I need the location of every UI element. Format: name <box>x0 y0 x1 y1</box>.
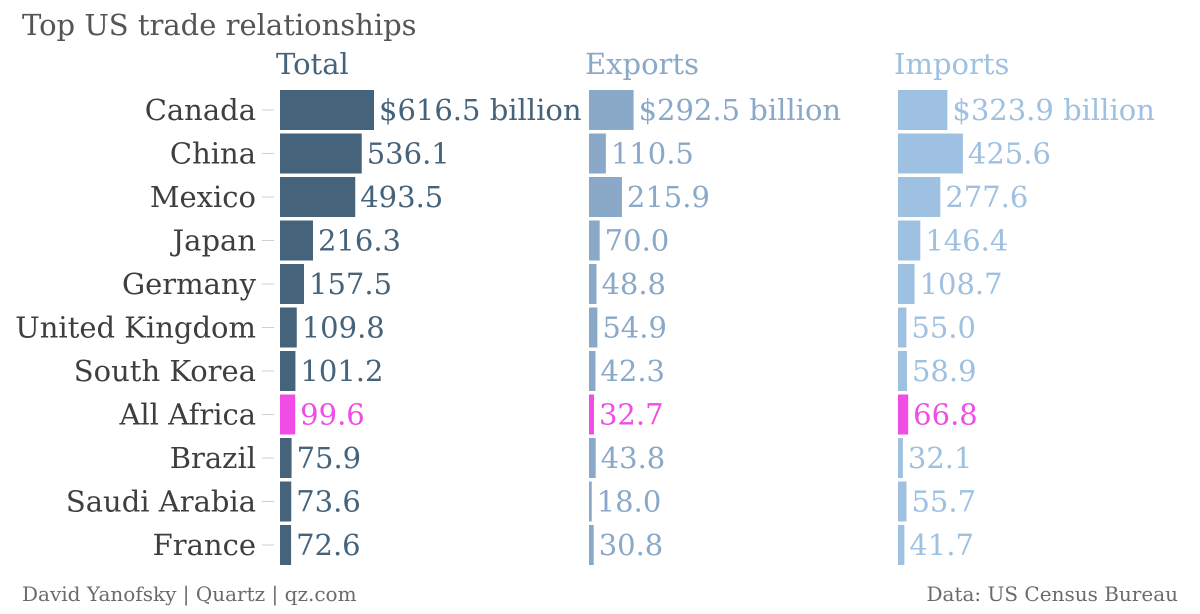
value-label-total-all-africa: 99.6 <box>300 398 365 432</box>
value-label-total-brazil: 75.9 <box>297 441 362 475</box>
category-label-south-korea: South Korea <box>74 354 256 388</box>
category-label-brazil: Brazil <box>170 441 256 475</box>
bar-total-all-africa <box>280 394 296 435</box>
value-label-total-germany: 157.5 <box>309 267 392 301</box>
bar-exports-china <box>589 133 606 174</box>
value-label-total-china: 536.1 <box>367 137 450 171</box>
bar-imports-china <box>898 133 963 174</box>
bar-imports-mexico <box>898 177 941 217</box>
bar-imports-germany <box>898 264 915 304</box>
chart-title: Top US trade relationships <box>22 8 417 42</box>
bar-total-germany <box>280 264 305 304</box>
value-label-exports-united-kingdom: 54.9 <box>602 311 667 345</box>
bar-exports-germany <box>589 264 597 304</box>
bar-total-united-kingdom <box>280 307 297 348</box>
value-label-total-canada: $616.5 billion <box>379 93 582 127</box>
value-label-imports-japan: 146.4 <box>925 224 1008 258</box>
bar-total-canada <box>280 90 374 130</box>
value-label-exports-canada: $292.5 billion <box>639 93 842 127</box>
panel-header-imports: Imports <box>894 47 1009 81</box>
value-label-exports-france: 30.8 <box>599 528 664 562</box>
credit-text: David Yanofsky | Quartz | qz.com <box>22 582 357 607</box>
value-label-imports-saudi-arabia: 55.7 <box>911 485 976 519</box>
bar-total-brazil <box>280 438 292 478</box>
bar-imports-saudi-arabia <box>898 481 907 522</box>
bar-total-china <box>280 133 362 174</box>
value-label-exports-south-korea: 42.3 <box>600 354 665 388</box>
plot-area: Total Exports Imports Canada China Mexico Japa… <box>15 47 1155 565</box>
bar-exports-all-africa <box>589 394 594 435</box>
value-label-exports-china: 110.5 <box>611 137 694 171</box>
value-label-exports-saudi-arabia: 18.0 <box>597 485 662 519</box>
value-label-exports-mexico: 215.9 <box>627 180 710 214</box>
panel-header-exports: Exports <box>585 47 699 81</box>
value-label-imports-all-africa: 66.8 <box>913 398 978 432</box>
bar-total-france <box>280 525 292 565</box>
value-label-exports-japan: 70.0 <box>605 224 670 258</box>
panel-header-total: Total <box>276 47 349 81</box>
bar-exports-united-kingdom <box>589 307 598 348</box>
bar-exports-saudi-arabia <box>589 481 592 522</box>
bar-exports-canada <box>589 90 634 130</box>
value-label-exports-all-africa: 32.7 <box>599 398 664 432</box>
value-label-imports-south-korea: 58.9 <box>912 354 977 388</box>
category-label-japan: Japan <box>170 224 256 258</box>
bar-total-japan <box>280 220 313 261</box>
bar-imports-united-kingdom <box>898 307 907 348</box>
value-label-total-south-korea: 101.2 <box>300 354 383 388</box>
bar-imports-brazil <box>898 438 903 478</box>
value-label-imports-france: 41.7 <box>909 528 974 562</box>
category-label-france: France <box>153 528 256 562</box>
bar-exports-brazil <box>589 438 596 478</box>
value-label-imports-germany: 108.7 <box>920 267 1003 301</box>
category-label-germany: Germany <box>122 267 257 301</box>
bar-exports-france <box>589 525 594 565</box>
value-label-exports-germany: 48.8 <box>601 267 666 301</box>
category-label-united-kingdom: United Kingdom <box>15 311 256 345</box>
value-label-imports-canada: $323.9 billion <box>952 93 1155 127</box>
bar-imports-japan <box>898 220 921 261</box>
bar-imports-canada <box>898 90 948 130</box>
category-label-all-africa: All Africa <box>118 398 256 432</box>
bar-exports-mexico <box>589 177 622 217</box>
category-label-saudi-arabia: Saudi Arabia <box>66 485 256 519</box>
value-label-imports-united-kingdom: 55.0 <box>911 311 976 345</box>
value-label-exports-brazil: 43.8 <box>601 441 666 475</box>
value-label-total-saudi-arabia: 73.6 <box>296 485 361 519</box>
value-label-total-japan: 216.3 <box>318 224 401 258</box>
bar-total-south-korea <box>280 351 296 391</box>
category-label-mexico: Mexico <box>150 180 256 214</box>
source-text: Data: US Census Bureau <box>927 582 1179 606</box>
bar-imports-all-africa <box>898 394 909 435</box>
bar-imports-france <box>898 525 905 565</box>
bar-total-mexico <box>280 177 356 217</box>
value-label-imports-mexico: 277.6 <box>945 180 1028 214</box>
bar-exports-japan <box>589 220 600 261</box>
value-label-total-france: 72.6 <box>296 528 361 562</box>
value-label-total-united-kingdom: 109.8 <box>302 311 385 345</box>
bar-total-saudi-arabia <box>280 481 292 522</box>
bar-imports-south-korea <box>898 351 907 391</box>
bar-exports-south-korea <box>589 351 596 391</box>
value-label-imports-brazil: 32.1 <box>908 441 973 475</box>
value-label-total-mexico: 493.5 <box>360 180 443 214</box>
category-label-canada: Canada <box>145 93 256 127</box>
value-label-imports-china: 425.6 <box>968 137 1051 171</box>
category-label-china: China <box>170 137 256 171</box>
